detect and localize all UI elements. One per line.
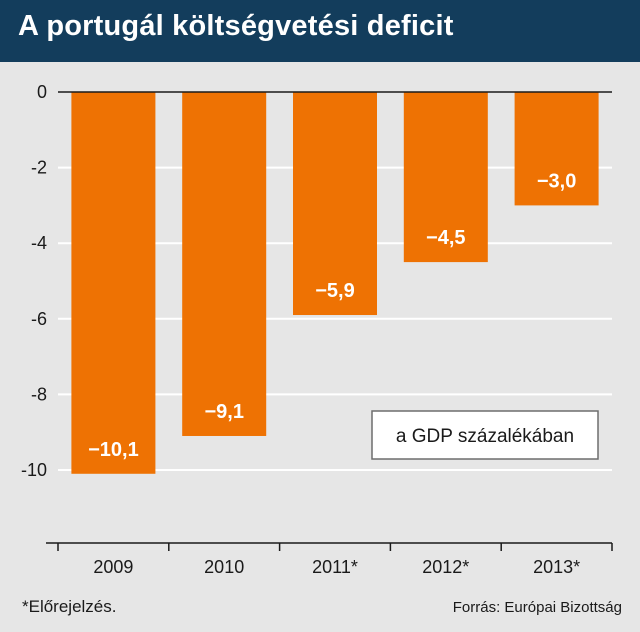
bar <box>514 92 599 206</box>
chart-title: A portugál költségvetési deficit <box>18 10 454 42</box>
x-tick-label: 2013* <box>533 557 580 577</box>
title-bar: A portugál költségvetési deficit <box>0 0 640 62</box>
x-tick-label: 2012* <box>422 557 469 577</box>
y-tick-label: -10 <box>21 460 47 480</box>
bar-value-label: −9,1 <box>204 401 243 423</box>
bar-value-label: −5,9 <box>315 280 354 302</box>
bar <box>182 92 267 436</box>
y-tick-label: -4 <box>31 233 47 253</box>
unit-label-box <box>371 410 599 460</box>
source-credit: Forrás: Európai Bizottság <box>452 599 622 616</box>
bar-chart: 0 -2 -4 -6 -8 -10 −10,1 −9,1 −5,9 −4,5 −3,0 2009 201… <box>21 82 613 577</box>
x-tick-label: 2009 <box>93 557 133 577</box>
unit-label: a GDP százalékában <box>396 426 574 447</box>
bar-value-label: −3,0 <box>537 170 576 192</box>
y-tick-label: -6 <box>31 309 47 329</box>
bar <box>71 92 156 474</box>
x-tick-label: 2011* <box>312 557 358 577</box>
y-tick-label: -8 <box>31 384 47 404</box>
bar-value-label: −4,5 <box>426 227 465 249</box>
bar-value-label: −10,1 <box>88 439 139 461</box>
y-tick-label: 0 <box>37 82 47 102</box>
forecast-footnote: *Előrejelzés. <box>22 597 117 616</box>
bar <box>403 92 488 263</box>
y-tick-label: -2 <box>31 158 47 178</box>
bar <box>293 92 377 316</box>
x-tick-label: 2010 <box>204 557 244 577</box>
